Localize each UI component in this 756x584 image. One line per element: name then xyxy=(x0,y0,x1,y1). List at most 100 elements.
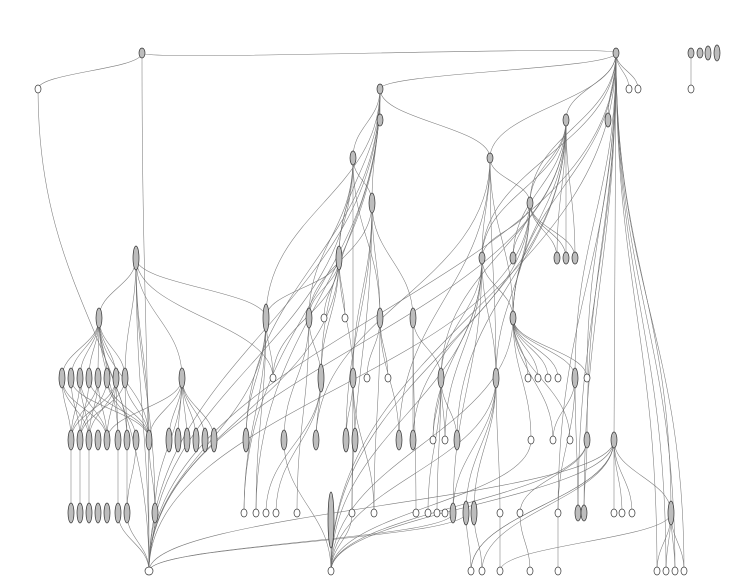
graph-node[interactable] xyxy=(123,502,131,524)
graph-node[interactable] xyxy=(76,429,84,451)
graph-node[interactable] xyxy=(349,367,357,389)
graph-node[interactable] xyxy=(76,502,84,524)
graph-node[interactable] xyxy=(610,431,618,449)
graph-node[interactable] xyxy=(368,192,376,214)
graph-node[interactable] xyxy=(562,113,570,127)
graph-node[interactable] xyxy=(293,508,301,518)
graph-node[interactable] xyxy=(554,566,562,576)
graph-node[interactable] xyxy=(571,251,579,265)
graph-node[interactable] xyxy=(58,367,66,389)
graph-node[interactable] xyxy=(132,245,140,271)
graph-node[interactable] xyxy=(544,373,552,383)
graph-node[interactable] xyxy=(132,429,140,451)
graph-node[interactable] xyxy=(262,303,270,333)
graph-node[interactable] xyxy=(151,502,159,524)
graph-node[interactable] xyxy=(363,373,371,383)
graph-node[interactable] xyxy=(341,313,349,323)
graph-node[interactable] xyxy=(680,566,688,576)
graph-node[interactable] xyxy=(696,47,704,59)
graph-node[interactable] xyxy=(437,367,445,389)
graph-node[interactable] xyxy=(492,367,500,389)
graph-node[interactable] xyxy=(580,504,588,522)
graph-node[interactable] xyxy=(467,566,475,576)
graph-node[interactable] xyxy=(348,508,356,518)
graph-node[interactable] xyxy=(370,508,378,518)
graph-node[interactable] xyxy=(496,508,504,518)
graph-node[interactable] xyxy=(526,566,534,576)
graph-node[interactable] xyxy=(85,367,93,389)
graph-node[interactable] xyxy=(103,502,111,524)
graph-node[interactable] xyxy=(192,427,200,453)
graph-node[interactable] xyxy=(713,44,721,62)
graph-node[interactable] xyxy=(114,502,122,524)
graph-node[interactable] xyxy=(486,152,494,164)
graph-node[interactable] xyxy=(687,47,695,59)
graph-node[interactable] xyxy=(305,307,313,329)
graph-node[interactable] xyxy=(165,427,173,453)
graph-node[interactable] xyxy=(554,508,562,518)
graph-node[interactable] xyxy=(145,429,153,451)
graph-node[interactable] xyxy=(553,251,561,265)
graph-node[interactable] xyxy=(67,367,75,389)
graph-node[interactable] xyxy=(618,508,626,518)
graph-node[interactable] xyxy=(85,429,93,451)
graph-node[interactable] xyxy=(280,429,288,451)
graph-node[interactable] xyxy=(604,112,612,128)
graph-node[interactable] xyxy=(534,373,542,383)
graph-node[interactable] xyxy=(327,491,335,549)
graph-node[interactable] xyxy=(103,367,111,389)
graph-node[interactable] xyxy=(509,251,517,265)
graph-node[interactable] xyxy=(252,508,260,518)
graph-node[interactable] xyxy=(662,566,670,576)
graph-node[interactable] xyxy=(653,566,661,576)
graph-node[interactable] xyxy=(262,508,270,518)
graph-node[interactable] xyxy=(628,508,636,518)
graph-node[interactable] xyxy=(409,307,417,329)
graph-node[interactable] xyxy=(210,427,218,453)
graph-node[interactable] xyxy=(574,504,582,522)
graph-node[interactable] xyxy=(527,435,535,445)
graph-node[interactable] xyxy=(634,84,642,94)
graph-node[interactable] xyxy=(94,502,102,524)
graph-node[interactable] xyxy=(376,83,384,95)
graph-node[interactable] xyxy=(395,429,403,451)
graph-node[interactable] xyxy=(376,307,384,329)
graph-node[interactable] xyxy=(470,500,478,526)
graph-node[interactable] xyxy=(554,373,562,383)
graph-node[interactable] xyxy=(412,508,420,518)
graph-node[interactable] xyxy=(625,84,633,94)
graph-node[interactable] xyxy=(441,508,449,518)
graph-node[interactable] xyxy=(183,427,191,453)
graph-node[interactable] xyxy=(94,367,102,389)
graph-node[interactable] xyxy=(424,508,432,518)
graph-node[interactable] xyxy=(95,307,103,329)
graph-node[interactable] xyxy=(327,566,335,576)
graph-node[interactable] xyxy=(138,47,146,59)
graph-node[interactable] xyxy=(429,435,437,445)
graph-node[interactable] xyxy=(562,251,570,265)
graph-node[interactable] xyxy=(478,251,486,265)
graph-node[interactable] xyxy=(201,427,209,453)
graph-node[interactable] xyxy=(549,435,557,445)
graph-node[interactable] xyxy=(566,435,574,445)
graph-node[interactable] xyxy=(478,566,486,576)
graph-node[interactable] xyxy=(409,429,417,451)
graph-node[interactable] xyxy=(583,373,591,383)
graph-node[interactable] xyxy=(312,429,320,451)
graph-node[interactable] xyxy=(112,367,120,389)
graph-node[interactable] xyxy=(612,47,620,59)
graph-node[interactable] xyxy=(76,367,84,389)
graph-node[interactable] xyxy=(178,367,186,389)
graph-node[interactable] xyxy=(376,113,384,127)
graph-node[interactable] xyxy=(509,310,517,326)
graph-node[interactable] xyxy=(94,429,102,451)
graph-node[interactable] xyxy=(269,373,277,383)
graph-node[interactable] xyxy=(103,429,111,451)
graph-node[interactable] xyxy=(349,150,357,166)
graph-node[interactable] xyxy=(317,363,325,393)
graph-node[interactable] xyxy=(610,508,618,518)
graph-node[interactable] xyxy=(335,245,343,271)
graph-node[interactable] xyxy=(449,502,457,524)
